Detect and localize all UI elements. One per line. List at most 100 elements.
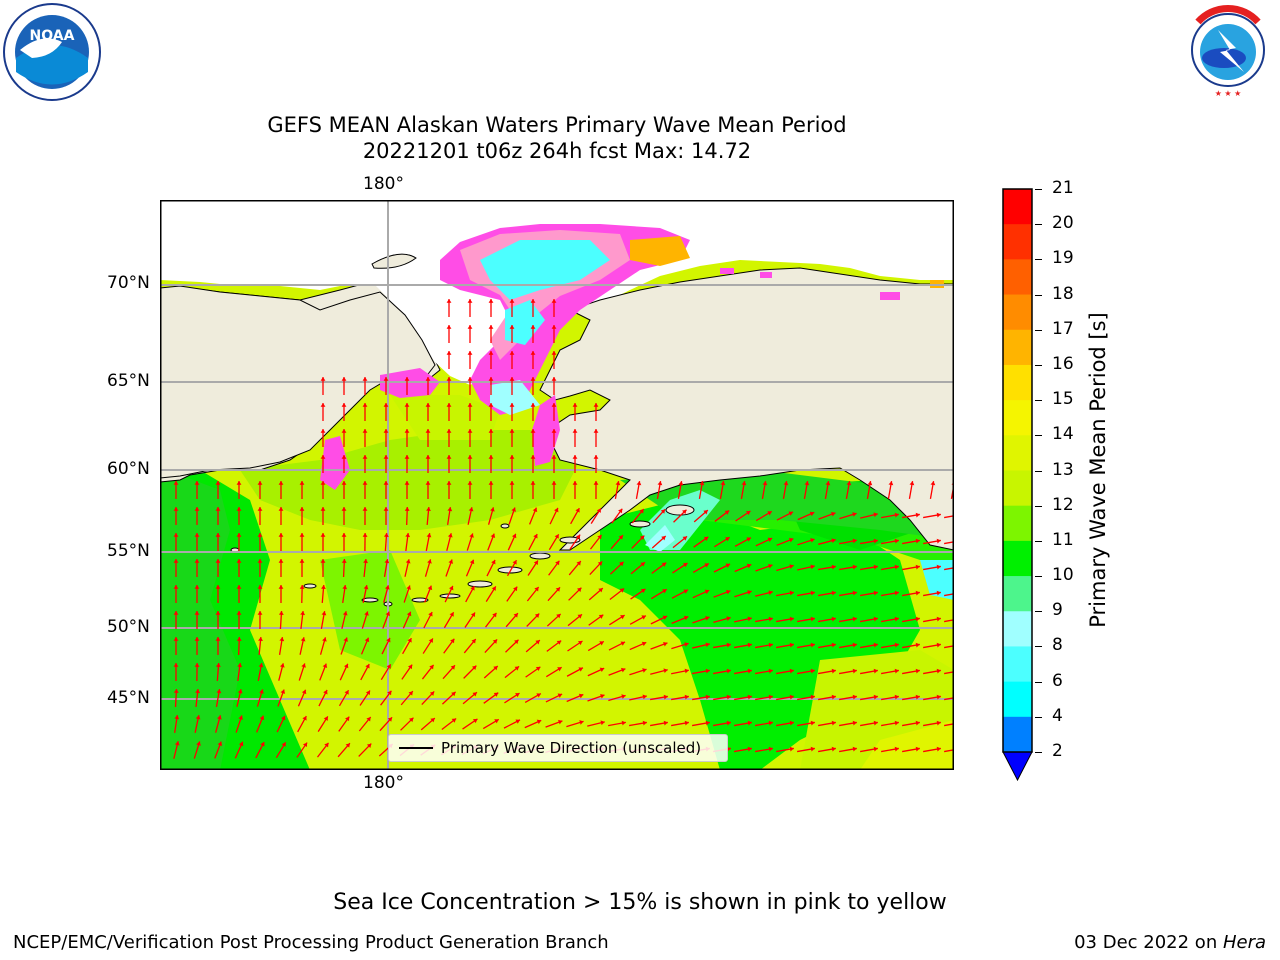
lat-label-60: 60°N — [107, 459, 150, 479]
wave-arrow-head — [322, 663, 328, 669]
colorbar-segment — [1003, 294, 1032, 331]
wave-arrow-head — [661, 535, 666, 541]
wave-arrow-head — [530, 429, 536, 433]
wave-arrow-head — [747, 746, 752, 752]
wave-arrow-head — [467, 481, 473, 485]
wave-arrow-head — [894, 668, 899, 674]
wave-arrow-head — [215, 507, 221, 511]
wave-arrow-head — [341, 481, 347, 485]
wave-arrow-head — [425, 377, 431, 381]
wave-arrow-head — [406, 611, 412, 617]
wave-arrow-head — [386, 664, 391, 669]
wave-arrow-head — [556, 613, 561, 619]
wave-arrow-head — [470, 612, 476, 618]
wave-arrow-head — [535, 666, 541, 672]
wave-arrow-head — [810, 538, 815, 543]
noaa-logo-text: NOAA — [30, 28, 75, 44]
wave-arrow-head — [915, 616, 920, 622]
wave-arrow-head — [467, 455, 473, 459]
wave-arrow-head — [554, 534, 559, 539]
wave-arrow-head — [236, 637, 242, 641]
wave-arrow-head — [302, 716, 307, 721]
wave-arrow-head — [598, 614, 604, 619]
wave-arrow-head — [745, 510, 751, 516]
wave-arrow-head — [258, 637, 263, 642]
wave-arrow-head — [383, 455, 389, 459]
wave-arrow-head — [341, 429, 347, 433]
wave-arrow-head — [789, 720, 794, 726]
wave-arrow-head — [341, 377, 347, 381]
wave-arrow-head — [699, 481, 705, 486]
lat-label-70: 70°N — [107, 273, 150, 293]
wave-arrow-head — [215, 663, 221, 667]
colorbar-tick-label: 21 — [1052, 178, 1074, 198]
wave-arrow-head — [471, 665, 477, 671]
wave-arrow-head — [894, 746, 899, 752]
colorbar-tick-mark — [1035, 470, 1042, 472]
wave-arrow-head — [215, 637, 221, 641]
chart-title: GEFS MEAN Alaskan Waters Primary Wave Me… — [267, 113, 847, 137]
wave-arrow-head — [446, 429, 452, 433]
wave-arrow-head — [279, 637, 285, 642]
wave-arrow-head — [530, 299, 536, 303]
wave-arrow-head — [236, 507, 242, 511]
wave-arrow-head — [488, 325, 494, 329]
wave-arrow-head — [915, 590, 920, 596]
wave-arrow-head — [236, 559, 242, 563]
colorbar-tick-mark — [1035, 576, 1042, 578]
wave-arrow-head — [577, 641, 583, 646]
wave-arrow-head — [383, 403, 389, 407]
wave-arrow-head — [217, 715, 222, 720]
wave-arrow-head — [810, 564, 815, 570]
wave-arrow-head — [467, 377, 473, 381]
wave-arrow-head — [558, 719, 563, 725]
wave-arrow-head — [619, 561, 624, 567]
colorbar-segment — [1003, 364, 1032, 401]
wave-arrow-head — [509, 429, 515, 433]
wave-arrow-head — [467, 403, 473, 407]
colorbar-tick-mark — [1035, 189, 1042, 190]
wave-arrow-head — [551, 455, 557, 459]
wave-arrow-head — [747, 616, 752, 622]
wave-arrow-head — [467, 429, 473, 433]
wave-arrow-head — [237, 689, 243, 694]
wave-arrow-head — [467, 325, 473, 329]
colorbar-tick-label: 14 — [1052, 424, 1074, 445]
wave-arrow-head — [551, 377, 557, 381]
wave-arrow-head — [705, 720, 710, 726]
wave-arrow-head — [936, 590, 941, 596]
map-legend: Primary Wave Direction (unscaled) — [388, 734, 728, 762]
wave-arrow-head — [726, 589, 731, 595]
wave-arrow-head — [513, 586, 518, 592]
wave-arrow-head — [873, 590, 878, 596]
wave-arrow-head — [598, 588, 603, 593]
lat-label-55: 55°N — [107, 541, 150, 561]
colorbar-tick-label: 13 — [1052, 459, 1074, 480]
colorbar-tick-label: 11 — [1052, 529, 1074, 550]
wave-arrow-head — [894, 694, 899, 700]
colorbar-tick-label: 12 — [1052, 494, 1074, 515]
wave-arrow-head — [492, 612, 497, 618]
wave-arrow-head — [299, 585, 305, 589]
wave-arrow-head — [493, 666, 498, 671]
wave-arrow-head — [387, 690, 392, 696]
wave-arrow-head — [915, 694, 920, 700]
wave-arrow-head — [471, 639, 476, 644]
wave-arrow-head — [530, 455, 536, 459]
wave-arrow-head — [867, 481, 873, 486]
wave-arrow-head — [640, 588, 646, 594]
wave-arrow-head — [488, 351, 494, 355]
wave-arrow-head — [642, 694, 647, 700]
wave-arrow-head — [425, 455, 431, 459]
wave-arrow-head — [299, 481, 305, 485]
wave-arrow-head — [662, 615, 668, 620]
colorbar-tick-mark — [1035, 400, 1042, 402]
wave-arrow-head — [684, 694, 689, 700]
wave-arrow-head — [572, 429, 578, 433]
wave-arrow-head — [194, 481, 200, 485]
wave-arrow-head — [341, 533, 347, 537]
wave-arrow-head — [446, 455, 452, 459]
wave-arrow-head — [683, 589, 688, 594]
wave-arrow-head — [894, 642, 899, 648]
wave-arrow-head — [746, 537, 751, 542]
